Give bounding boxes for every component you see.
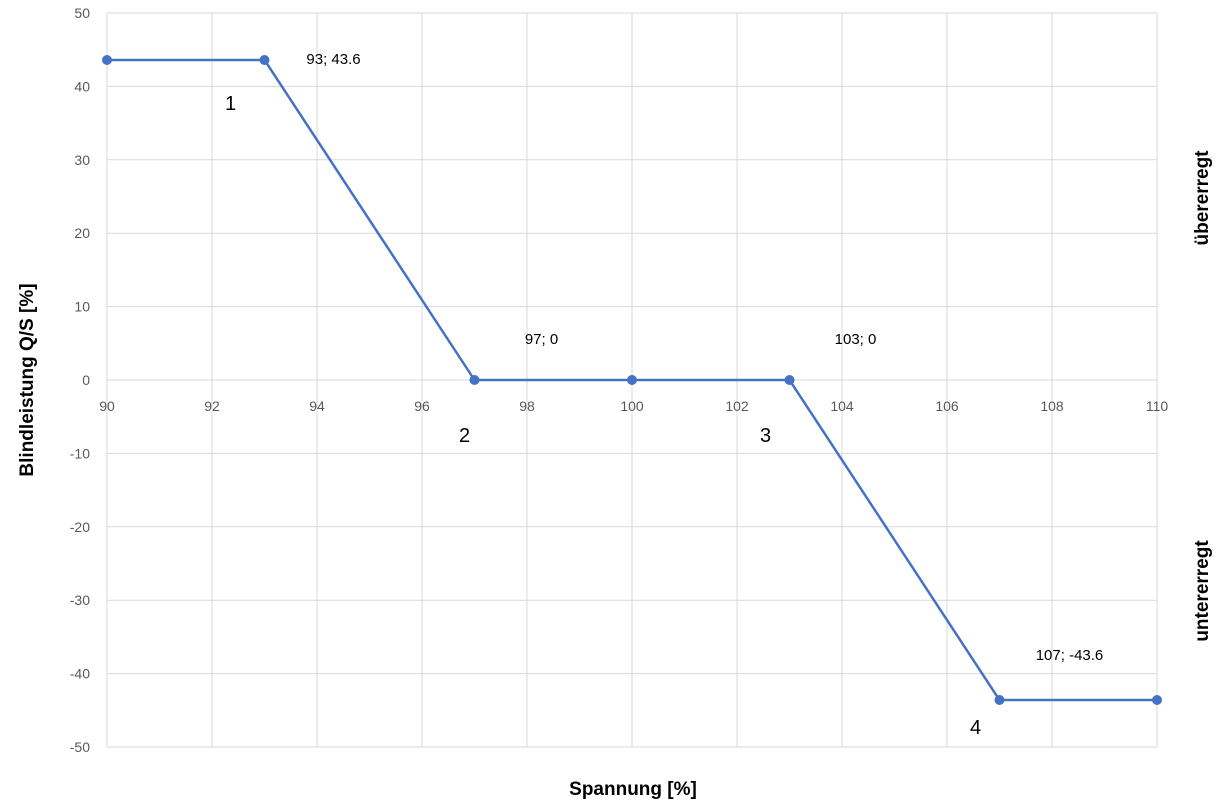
x-tick-label: 108 [1040,398,1064,414]
y-tick-label: 10 [74,299,90,315]
y-tick-label: 40 [74,78,90,94]
right-label-top: übererregt [1192,150,1213,246]
x-tick-label: 90 [99,398,115,414]
y-axis-title: Blindleistung Q/S [%] [17,283,38,476]
x-axis-title: Spannung [%] [569,779,697,800]
data-point [994,695,1005,706]
data-point [102,54,112,65]
y-tick-label: 30 [74,152,90,168]
data-label: 93; 43.6 [306,51,360,68]
y-tick-label: 0 [82,372,90,388]
data-label: 97; 0 [525,331,558,348]
x-tick-label: 104 [830,398,854,414]
data-point [1152,695,1162,706]
data-point [259,54,270,65]
x-tick-label: 100 [620,398,644,414]
data-labels: 93; 43.6 97; 0 103; 0 107; -43.6 1 2 3 4 [225,51,1103,739]
y-tick-label: 50 [74,5,90,21]
grid [106,12,1158,748]
data-point [469,375,480,385]
y-tick-label: -10 [70,445,90,461]
data-point [627,375,637,385]
data-label: 103; 0 [835,331,877,348]
y-tick-label: -20 [70,519,90,535]
data-label: 107; -43.6 [1036,647,1104,664]
x-tick-label: 96 [414,398,430,414]
y-tick-label: 20 [74,225,90,241]
y-tick-label: -50 [70,739,90,755]
x-tick-label: 110 [1146,398,1169,414]
x-tick-labels: 90 92 94 96 98 100 102 104 106 108 110 [99,398,1168,414]
series-group [102,54,1162,706]
right-label-bottom: untererregt [1192,540,1213,642]
x-tick-label: 102 [725,398,749,414]
point-number: 3 [760,425,771,447]
x-tick-label: 94 [309,398,325,414]
point-number: 1 [225,93,236,115]
x-tick-label: 98 [519,398,535,414]
y-tick-label: -30 [70,592,90,608]
point-number: 4 [970,717,981,739]
x-tick-label: 92 [204,398,220,414]
y-tick-labels: 50 40 30 20 10 0 -10 -20 -30 -40 -50 [70,5,90,755]
y-tick-label: -40 [70,666,90,682]
data-point [784,375,795,385]
x-tick-label: 106 [935,398,959,414]
point-number: 2 [459,425,470,447]
